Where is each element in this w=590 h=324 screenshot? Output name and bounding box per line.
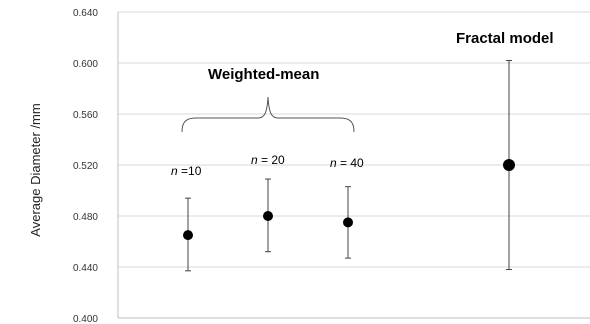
sample-size-labels: n =10 n = 20 n = 40	[171, 153, 364, 178]
data-point-group	[343, 187, 353, 258]
data-point-group	[263, 179, 273, 252]
y-tick-label: 0.560	[73, 110, 98, 121]
data-point	[263, 211, 273, 221]
data-point	[343, 217, 353, 227]
y-tick-label: 0.600	[73, 59, 98, 70]
data-point-group	[183, 198, 193, 271]
weighted-mean-label: Weighted-mean	[208, 66, 319, 83]
data-point-group	[503, 60, 515, 269]
y-tick-label: 0.400	[73, 314, 98, 324]
y-tick-label: 0.640	[73, 8, 98, 19]
sample-size-label: n = 20	[251, 153, 285, 167]
data-point	[183, 230, 193, 240]
y-tick-label: 0.480	[73, 212, 98, 223]
sample-size-label: n = 40	[330, 156, 364, 170]
y-tick-label: 0.520	[73, 161, 98, 172]
fractal-model-label: Fractal model	[456, 30, 554, 47]
y-tick-labels: 0.640 0.600 0.560 0.520 0.480 0.440 0.400	[73, 8, 98, 324]
sample-size-label: n =10	[171, 164, 202, 178]
y-tick-label: 0.440	[73, 263, 98, 274]
data-point	[503, 159, 515, 171]
y-axis-label: Average Diameter /mm	[28, 103, 43, 236]
